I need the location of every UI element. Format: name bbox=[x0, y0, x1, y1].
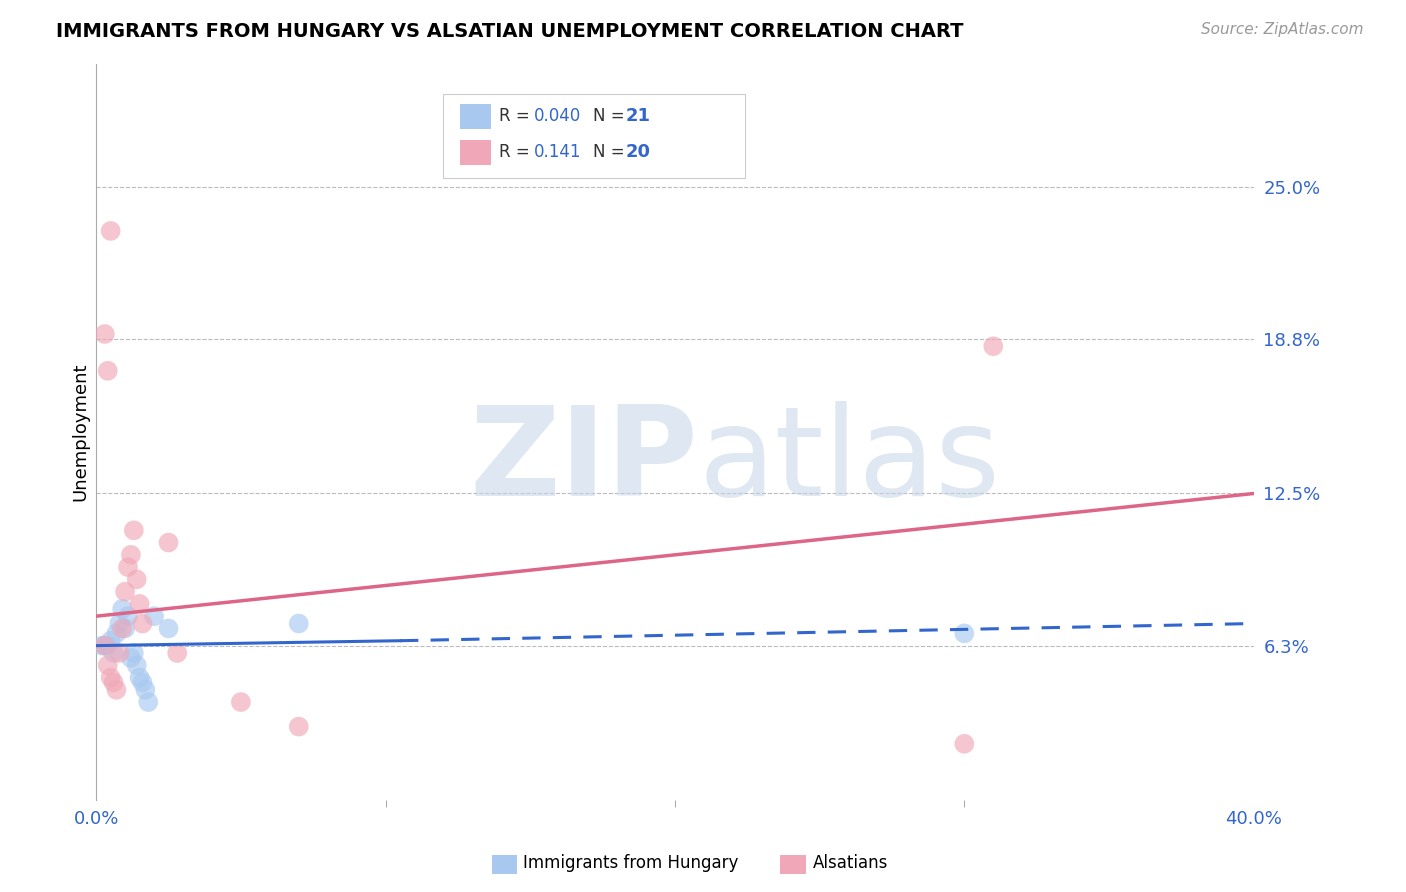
Point bbox=[134, 682, 156, 697]
Text: Immigrants from Hungary: Immigrants from Hungary bbox=[523, 855, 738, 872]
Point bbox=[136, 695, 159, 709]
Point bbox=[94, 326, 117, 341]
Point bbox=[94, 639, 117, 653]
Point bbox=[100, 633, 122, 648]
Text: R =: R = bbox=[499, 107, 536, 125]
Point bbox=[97, 658, 120, 673]
Point bbox=[166, 646, 188, 660]
Point bbox=[117, 609, 139, 624]
Text: Alsatians: Alsatians bbox=[813, 855, 889, 872]
Text: ZIP: ZIP bbox=[470, 401, 699, 522]
Text: 0.141: 0.141 bbox=[534, 143, 582, 161]
Text: Source: ZipAtlas.com: Source: ZipAtlas.com bbox=[1201, 22, 1364, 37]
Text: N =: N = bbox=[593, 107, 630, 125]
Point bbox=[981, 339, 1004, 353]
Point bbox=[108, 646, 131, 660]
Point bbox=[105, 682, 128, 697]
Point bbox=[94, 639, 117, 653]
Text: atlas: atlas bbox=[699, 401, 1000, 522]
Point bbox=[157, 535, 180, 549]
Y-axis label: Unemployment: Unemployment bbox=[72, 363, 89, 501]
Point bbox=[953, 626, 976, 640]
Point bbox=[128, 671, 150, 685]
Point bbox=[114, 584, 136, 599]
Text: IMMIGRANTS FROM HUNGARY VS ALSATIAN UNEMPLOYMENT CORRELATION CHART: IMMIGRANTS FROM HUNGARY VS ALSATIAN UNEM… bbox=[56, 22, 963, 41]
Point bbox=[287, 720, 309, 734]
Point bbox=[122, 646, 145, 660]
Text: 0.040: 0.040 bbox=[534, 107, 582, 125]
Point bbox=[111, 602, 134, 616]
Point bbox=[105, 626, 128, 640]
Point bbox=[143, 609, 166, 624]
Point bbox=[287, 616, 309, 631]
Text: 21: 21 bbox=[626, 107, 651, 125]
Point bbox=[125, 573, 148, 587]
Point bbox=[122, 523, 145, 537]
Point bbox=[229, 695, 252, 709]
Point bbox=[953, 737, 976, 751]
Point bbox=[100, 224, 122, 238]
Point bbox=[120, 651, 142, 665]
Point bbox=[91, 639, 114, 653]
Point bbox=[128, 597, 150, 611]
Point bbox=[120, 548, 142, 562]
Point bbox=[97, 364, 120, 378]
Point bbox=[97, 639, 120, 653]
Text: 20: 20 bbox=[626, 143, 651, 161]
Point bbox=[108, 616, 131, 631]
Point bbox=[103, 646, 125, 660]
Point bbox=[125, 658, 148, 673]
Point bbox=[114, 622, 136, 636]
Point bbox=[157, 622, 180, 636]
Text: N =: N = bbox=[593, 143, 630, 161]
Point bbox=[131, 616, 153, 631]
Text: R =: R = bbox=[499, 143, 536, 161]
Point bbox=[111, 622, 134, 636]
Point bbox=[100, 671, 122, 685]
Point bbox=[103, 675, 125, 690]
Point bbox=[117, 560, 139, 574]
Point bbox=[131, 675, 153, 690]
